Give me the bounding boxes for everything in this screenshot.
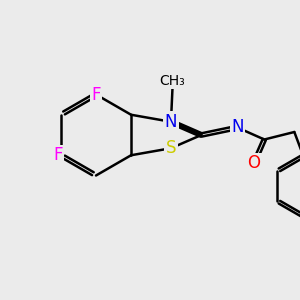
Text: N: N [231,118,244,136]
Text: F: F [91,85,101,103]
Text: N: N [165,113,177,131]
Text: F: F [53,146,63,164]
Text: S: S [166,139,176,157]
Text: O: O [247,154,260,172]
Text: CH₃: CH₃ [160,74,185,88]
